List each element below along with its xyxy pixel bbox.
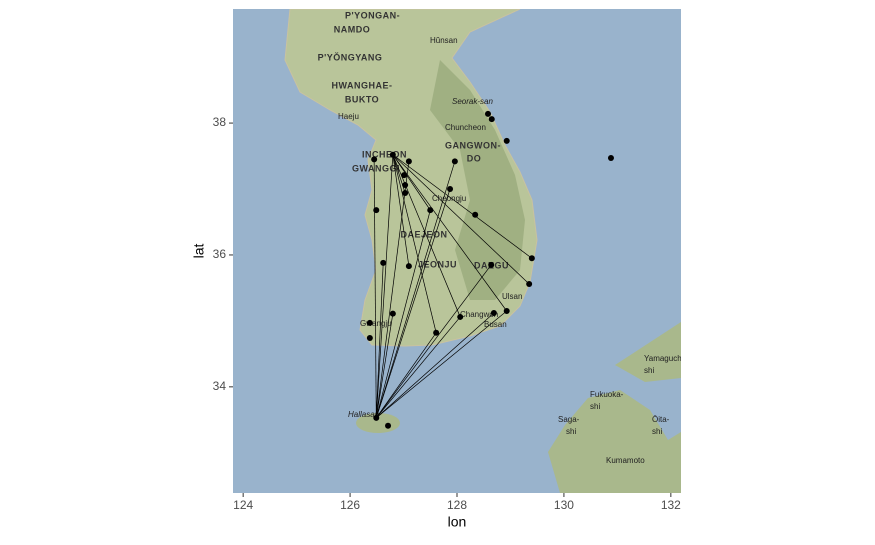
route-segment	[392, 154, 533, 259]
route-segment	[376, 310, 507, 419]
place-label: Hallasan	[348, 410, 380, 419]
y-axis-title: lat	[191, 244, 207, 259]
place-label: JEONJU	[418, 259, 457, 269]
route-segment	[375, 161, 456, 418]
route-segment	[375, 313, 394, 418]
point	[402, 189, 409, 196]
route-segment	[392, 154, 530, 285]
route-segment	[392, 154, 461, 318]
route-segment	[375, 188, 451, 418]
place-label: DO	[467, 153, 482, 163]
kyushu	[548, 390, 681, 493]
x-tick-label: 128	[447, 498, 467, 512]
point	[488, 261, 495, 268]
place-label: Chuncheon	[445, 123, 486, 132]
data-layer	[366, 110, 614, 429]
place-label: Saga-	[558, 415, 580, 424]
route-segment	[392, 154, 431, 211]
route-segment	[392, 154, 508, 312]
route-segment	[375, 154, 394, 418]
route-segment	[376, 316, 461, 419]
place-label: shi	[652, 427, 662, 436]
point	[528, 255, 535, 262]
place-label: NAMDO	[334, 24, 371, 34]
x-axis-title: lon	[448, 514, 467, 530]
point	[451, 158, 458, 165]
place-label: Yamaguchi-	[644, 354, 686, 363]
route-segment	[375, 264, 492, 419]
point	[366, 335, 373, 342]
point	[366, 319, 373, 326]
place-label: HWANGHAE-	[332, 80, 393, 90]
route-segment	[373, 159, 377, 418]
route-segment	[375, 161, 410, 418]
point	[427, 207, 434, 214]
route-segment	[392, 154, 437, 333]
honshu	[615, 322, 681, 382]
point	[401, 172, 408, 179]
place-label: Seorak-san	[452, 97, 493, 106]
place-label: Ōita-	[652, 415, 670, 424]
point	[472, 211, 479, 218]
route-segment	[375, 262, 384, 418]
point	[488, 116, 495, 123]
x-tick-label: 130	[554, 498, 574, 512]
route-segment	[392, 154, 410, 267]
point	[433, 329, 440, 336]
point	[490, 309, 497, 316]
point	[371, 156, 378, 163]
place-label: Busan	[484, 320, 507, 329]
point	[389, 310, 396, 317]
basemap: P'YONGAN- NAMDO Hŭnsan P'YŎNGYANG HWANGH…	[233, 9, 686, 493]
point	[402, 182, 409, 189]
point	[405, 263, 412, 270]
point	[457, 313, 464, 320]
x-tick-label: 126	[340, 498, 360, 512]
point	[526, 280, 533, 287]
point	[373, 414, 380, 421]
place-label: Haeju	[338, 112, 359, 121]
point	[389, 151, 396, 158]
x-tick-label: 132	[661, 498, 681, 512]
point	[405, 158, 412, 165]
place-label: shi	[644, 366, 654, 375]
point	[503, 137, 510, 144]
y-tick-label: 38	[213, 115, 227, 129]
place-label: GWANGGI	[352, 163, 400, 173]
place-label: shi	[566, 427, 576, 436]
point	[503, 308, 510, 315]
x-tick-label: 124	[233, 498, 253, 512]
place-label: P'YONGAN-	[345, 10, 400, 20]
place-label: Kumamoto	[606, 456, 645, 465]
y-tick-label: 34	[213, 379, 227, 393]
place-label: Fukuoka-	[590, 390, 624, 399]
place-label: Changwon	[460, 310, 498, 319]
route-segment	[375, 210, 431, 418]
point	[385, 422, 392, 429]
place-label: GANGWON-	[445, 140, 501, 150]
place-label: shi	[590, 402, 600, 411]
place-label: INCHEON	[362, 149, 407, 159]
point	[447, 186, 454, 193]
route-segment	[376, 312, 495, 419]
place-label: BUKTO	[345, 94, 379, 104]
y-tick-label: 36	[213, 247, 227, 261]
place-label: Cheongju	[432, 194, 466, 203]
point	[380, 259, 387, 266]
korea-mountains	[430, 60, 525, 300]
place-label: Ulsan	[502, 292, 522, 301]
place-label: P'YŎNGYANG	[318, 51, 383, 62]
route-segment	[375, 332, 437, 419]
point	[373, 207, 380, 214]
point	[485, 110, 492, 117]
place-label: Hŭnsan	[430, 36, 458, 45]
point	[607, 155, 614, 162]
